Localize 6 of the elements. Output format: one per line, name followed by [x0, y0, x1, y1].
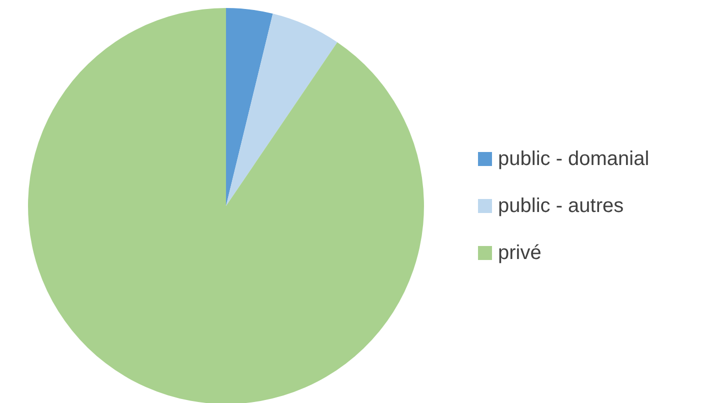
pie-slice	[226, 8, 273, 206]
legend-label: public - autres	[498, 195, 624, 217]
pie-slice	[28, 8, 424, 403]
legend-label: privé	[498, 242, 542, 264]
legend-label: public - domanial	[498, 148, 650, 170]
pie-slice	[226, 14, 338, 206]
